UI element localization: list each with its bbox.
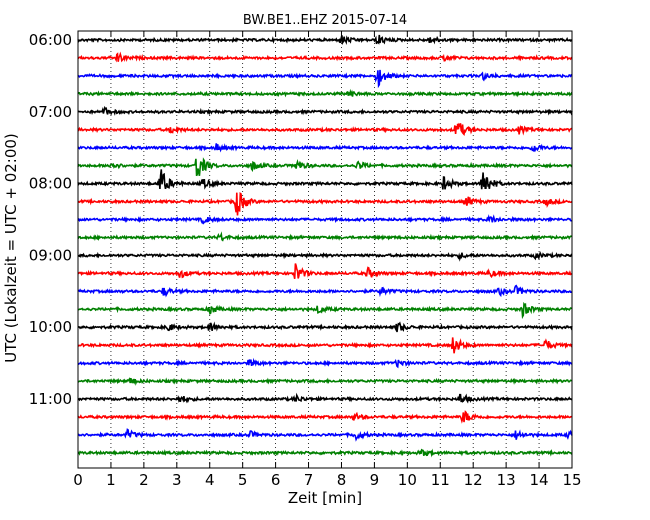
x-tick-label: 6: [271, 471, 281, 489]
seismic-trace: [77, 428, 573, 442]
y-tick-label: 09:00: [29, 246, 72, 264]
seismic-trace: [77, 169, 573, 190]
seismic-trace: [77, 263, 572, 280]
x-tick-label: 7: [304, 471, 314, 489]
seismic-trace: [77, 357, 573, 369]
seismic-trace: [77, 284, 573, 298]
seismic-trace: [77, 377, 573, 386]
seismic-trace: [77, 105, 573, 116]
y-tick-label: 10:00: [29, 318, 72, 336]
x-tick-label: 14: [530, 471, 549, 489]
trace-group: [77, 34, 573, 458]
seismic-trace: [77, 157, 573, 177]
x-tick-label: 15: [562, 471, 581, 489]
plot-frame: [77, 30, 573, 469]
seismic-trace: [77, 337, 573, 354]
x-tick-label: 4: [205, 471, 215, 489]
seismic-trace: [77, 51, 573, 63]
x-axis-label: Zeit [min]: [288, 489, 362, 507]
seismic-trace: [77, 214, 573, 225]
y-tick-label: 07:00: [29, 103, 72, 121]
x-tick-label: 10: [398, 471, 417, 489]
x-tick-label: 2: [139, 471, 149, 489]
seismic-trace: [77, 392, 573, 404]
seismic-trace: [77, 321, 573, 333]
y-tick-label: 11:00: [29, 390, 72, 408]
seismic-trace: [77, 251, 573, 262]
x-tick-label: 13: [497, 471, 516, 489]
seismic-trace: [77, 122, 573, 137]
seismic-trace: [77, 143, 573, 153]
x-tick-label: 0: [73, 471, 83, 489]
y-tick-label: 08:00: [29, 175, 72, 193]
x-tick-label: 3: [172, 471, 182, 489]
seismic-trace: [77, 191, 573, 216]
chart-title: BW.BE1..EHZ 2015-07-14: [243, 13, 407, 28]
x-tick-label: 11: [431, 471, 450, 489]
x-tick-label: 12: [464, 471, 483, 489]
seismic-trace: [77, 231, 573, 242]
x-axis-ticks: 0 1 2 3 4 5 6 7 8 9 10 11 12 13 14 15: [73, 31, 582, 489]
y-tick-label: 06:00: [29, 31, 72, 49]
y-axis-label: UTC (Lokalzeit = UTC + 02:00): [2, 133, 20, 363]
x-tick-label: 1: [106, 471, 116, 489]
seismic-trace: [77, 88, 573, 98]
seismic-trace: [77, 34, 573, 46]
seismic-trace: [77, 301, 573, 320]
seismic-trace: [77, 448, 573, 458]
x-tick-label: 5: [238, 471, 248, 489]
x-tick-label: 9: [370, 471, 380, 489]
x-tick-label: 8: [337, 471, 347, 489]
y-axis-ticks: 06:00 07:00 08:00 09:00 10:00 11:00: [29, 31, 572, 408]
x-gridlines: [110, 31, 540, 468]
seismic-trace: [77, 69, 573, 89]
seismic-trace: [77, 410, 573, 424]
